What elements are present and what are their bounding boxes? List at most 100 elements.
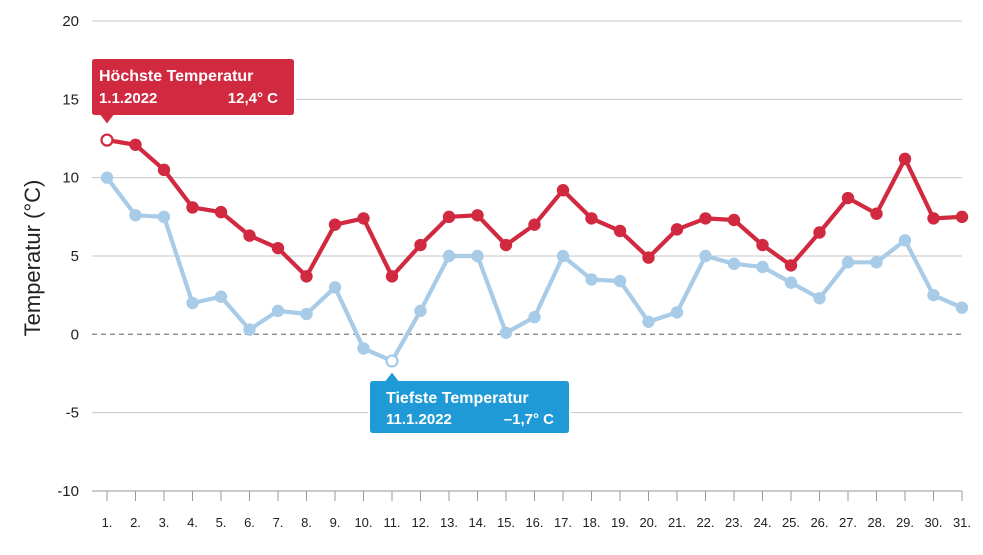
data-point bbox=[129, 209, 142, 222]
y-tick-label: 10 bbox=[62, 170, 79, 187]
data-point bbox=[870, 256, 883, 269]
x-tick-label: 10. bbox=[354, 515, 372, 530]
data-point bbox=[642, 251, 655, 264]
data-point bbox=[471, 249, 484, 263]
callout-lowest-date: 11.1.2022 bbox=[386, 411, 452, 428]
y-tick-label: 20 bbox=[62, 13, 79, 30]
x-tick-label: 21. bbox=[668, 515, 686, 530]
data-point bbox=[186, 296, 199, 310]
x-tick-label: 26. bbox=[810, 515, 828, 530]
data-point bbox=[442, 249, 456, 263]
series-1 bbox=[100, 171, 969, 368]
data-point bbox=[756, 238, 769, 252]
y-tick-label: -5 bbox=[66, 405, 79, 422]
data-point bbox=[585, 273, 598, 286]
data-point bbox=[670, 306, 684, 319]
callouts: Höchste Temperatur 1.1.2022 12,4° C Tief… bbox=[90, 57, 571, 435]
data-point bbox=[414, 238, 427, 252]
series-layer bbox=[100, 133, 969, 368]
data-point bbox=[499, 238, 513, 252]
data-point bbox=[613, 224, 627, 238]
x-tick-label: 6. bbox=[244, 515, 255, 530]
callout-highest-date: 1.1.2022 bbox=[99, 90, 157, 107]
data-point bbox=[556, 249, 570, 263]
x-tick-label: 25. bbox=[782, 515, 800, 530]
data-point bbox=[414, 304, 427, 318]
x-tick-label: 16. bbox=[525, 515, 543, 530]
x-tick-label: 29. bbox=[896, 515, 914, 530]
x-tick-label: 23. bbox=[725, 515, 743, 530]
callout-highest-title: Höchste Temperatur bbox=[99, 68, 253, 85]
data-point bbox=[528, 310, 541, 324]
x-tick-label: 2. bbox=[130, 515, 141, 530]
data-point bbox=[898, 234, 912, 247]
data-point bbox=[727, 213, 741, 227]
y-axis-label: Temperatur (°C) bbox=[20, 180, 45, 337]
x-tick-label: 3. bbox=[159, 515, 170, 530]
data-point bbox=[898, 152, 912, 166]
data-point bbox=[585, 212, 598, 225]
data-point bbox=[927, 212, 940, 225]
x-tick-label: 20. bbox=[639, 515, 657, 530]
x-tick-label: 31. bbox=[953, 515, 971, 530]
x-tick-label: 14. bbox=[468, 515, 486, 530]
data-point bbox=[471, 209, 484, 222]
data-point bbox=[300, 270, 313, 283]
callout-lowest-temperature: Tiefste Temperatur 11.1.2022 –1,7° C bbox=[368, 369, 571, 435]
x-tick-label: 9. bbox=[330, 515, 341, 530]
data-point bbox=[271, 304, 285, 318]
data-point bbox=[699, 212, 712, 225]
extreme-point-marker bbox=[100, 133, 114, 147]
x-axis: 1. 2. 3. 4. 5. 6. 7. 8. 9. 10. 11. 12. 13. 14. 15. 16. 1… bbox=[92, 490, 971, 530]
x-tick-label: 24. bbox=[753, 515, 771, 530]
data-point bbox=[955, 210, 969, 224]
x-tick-label: 27. bbox=[839, 515, 857, 530]
data-point bbox=[271, 241, 285, 255]
data-point bbox=[699, 249, 712, 263]
data-point bbox=[955, 301, 969, 314]
data-point bbox=[243, 323, 256, 336]
x-tick-label: 7. bbox=[273, 515, 284, 530]
x-tick-label: 30. bbox=[924, 515, 942, 530]
data-point bbox=[813, 292, 826, 305]
data-point bbox=[841, 191, 855, 205]
data-point bbox=[784, 259, 798, 272]
data-point bbox=[499, 326, 513, 339]
data-point bbox=[442, 210, 456, 224]
data-point bbox=[328, 281, 342, 294]
x-tick-label: 13. bbox=[440, 515, 458, 530]
data-point bbox=[385, 270, 399, 283]
callout-lowest-title: Tiefste Temperatur bbox=[386, 390, 529, 407]
data-point bbox=[186, 201, 199, 214]
x-tick-label: 15. bbox=[497, 515, 515, 530]
data-point bbox=[129, 138, 142, 151]
y-tick-label: 0 bbox=[71, 326, 79, 343]
data-point bbox=[841, 256, 855, 269]
series-0 bbox=[100, 133, 969, 283]
data-point bbox=[756, 260, 769, 274]
data-point bbox=[642, 315, 655, 328]
callout-highest-temperature: Höchste Temperatur 1.1.2022 12,4° C bbox=[90, 57, 296, 127]
data-point bbox=[243, 229, 256, 242]
x-tick-label: 22. bbox=[696, 515, 714, 530]
callout-highest-value: 12,4° C bbox=[228, 90, 278, 107]
data-point bbox=[100, 171, 114, 184]
x-tick-label: 18. bbox=[582, 515, 600, 530]
x-tick-label: 28. bbox=[867, 515, 885, 530]
y-tick-labels: -10 -5 0 5 10 15 20 bbox=[57, 13, 79, 500]
extreme-point-marker bbox=[385, 354, 399, 368]
data-point bbox=[927, 288, 940, 302]
data-point bbox=[214, 205, 228, 219]
callout-highest-box bbox=[90, 57, 296, 127]
x-tick-label: 12. bbox=[411, 515, 429, 530]
data-point bbox=[157, 163, 171, 177]
data-point bbox=[784, 276, 798, 289]
x-tick-label: 11. bbox=[383, 515, 400, 530]
x-tick-label: 5. bbox=[216, 515, 227, 530]
data-point bbox=[528, 218, 541, 231]
x-tick-label: 1. bbox=[102, 515, 113, 530]
data-point bbox=[556, 184, 570, 197]
data-point bbox=[813, 226, 826, 239]
y-tick-label: 5 bbox=[71, 248, 79, 265]
